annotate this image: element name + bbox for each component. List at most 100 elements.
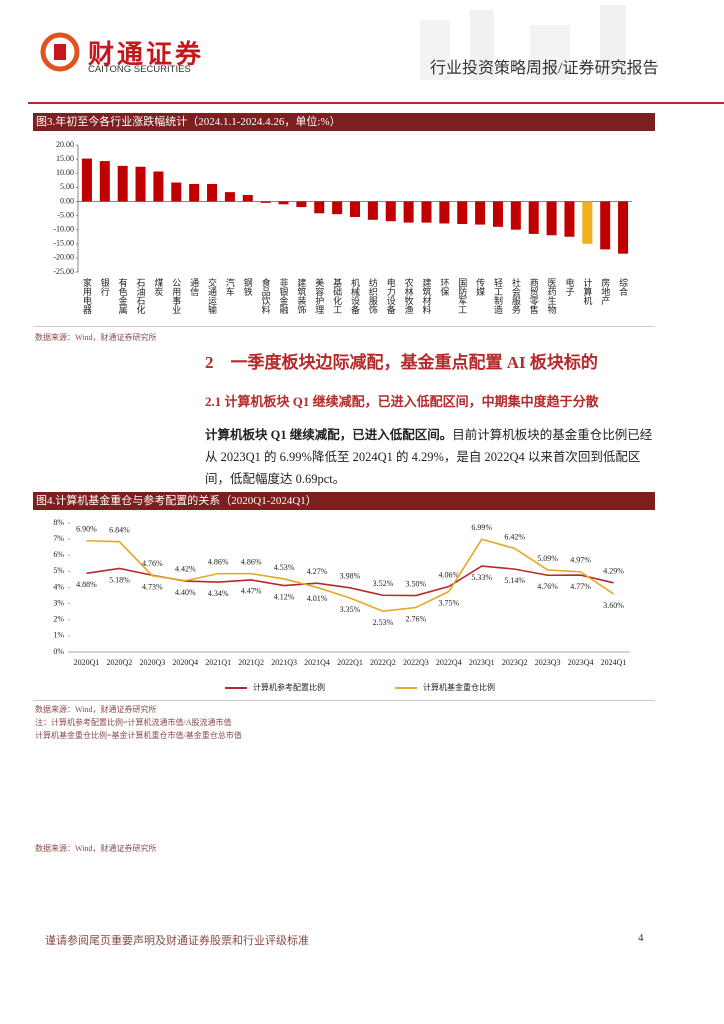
x-tick-label: 建筑装饰: [296, 277, 306, 315]
x-tick-label: 计算机: [582, 277, 592, 306]
x-tick-label: 美容护理: [314, 277, 324, 314]
bar-chart: 20.00 15.00 10.00 5.00 0.00 -5.00 -10.00 -15.00…: [53, 140, 632, 315]
x-tick-label: 2024Q1: [601, 658, 627, 667]
data-label: 3.50%: [406, 579, 427, 588]
x-tick-label: 煤炭: [153, 277, 163, 297]
data-label: 4.27%: [307, 567, 328, 576]
data-label: 4.53%: [274, 563, 295, 572]
x-tick-label: 2021Q1: [205, 658, 231, 667]
data-label: 4.77%: [570, 582, 591, 591]
bar: [314, 201, 325, 214]
x-tick-label: 交通运输: [207, 277, 217, 315]
x-tick-label: 公用事业: [171, 278, 181, 314]
data-label: 6.99%: [471, 523, 492, 532]
data-label: 4.73%: [142, 583, 163, 592]
x-tick-label: 国防军工: [457, 278, 467, 314]
y-tick-label: 1%: [53, 631, 64, 640]
y-tick-label: 20.00: [56, 140, 74, 149]
x-tick-label: 有色金属: [118, 277, 128, 315]
y-tick-label: 7%: [53, 534, 64, 543]
data-label: 2.76%: [406, 614, 427, 623]
source: 数据来源：Wind，财通证券研究所: [35, 705, 157, 714]
data-label: 2.53%: [373, 618, 394, 627]
x-tick-label: 2023Q4: [568, 658, 594, 667]
data-label: 4.88%: [76, 580, 97, 589]
data-label: 4.12%: [274, 592, 295, 601]
x-tick-label: 家用电器: [82, 277, 92, 314]
y-tick-label: 5%: [53, 566, 64, 575]
data-label: 4.76%: [537, 582, 558, 591]
data-label: 3.60%: [603, 601, 624, 610]
x-tick-label: 电力设备: [386, 277, 396, 314]
bar: [528, 201, 539, 234]
figure-caption: 图3.年初至今各行业涨跌幅统计（2024.1.1-2024.4.26，单位:%）: [33, 113, 655, 131]
bar: [135, 166, 146, 202]
x-tick-label: 医药生物: [547, 278, 557, 315]
bar: [99, 161, 110, 202]
data-label: 5.09%: [537, 554, 558, 563]
bar: [510, 201, 521, 230]
bar: [260, 201, 271, 203]
building: [420, 20, 450, 80]
bar: [153, 171, 164, 202]
x-tick-label: 2023Q2: [502, 658, 528, 667]
x-tick-label: 2021Q4: [304, 658, 330, 667]
y-tick-label: -20.00: [53, 253, 74, 262]
x-tick-label: 汽车: [225, 277, 235, 297]
x-tick-label: 2022Q1: [337, 658, 363, 667]
data-label: 3.98%: [340, 572, 361, 581]
y-tick-label: 15.00: [56, 154, 74, 163]
data-label: 3.35%: [340, 605, 361, 614]
x-tick-label: 2022Q2: [370, 658, 396, 667]
data-label: 4.42%: [175, 565, 196, 574]
bar: [349, 201, 361, 217]
report-type: 行业投资策略周报/证券研究报告: [430, 60, 659, 77]
y-tick-label: -5.00: [57, 210, 74, 219]
line-chart: 0% 1% 2% 3% 4% 5% 6% 7% 8% 2020Q1 2020Q2 2020Q3 2020…: [53, 518, 630, 692]
subheading: 2.1 计算机板块 Q1 继续减配，已进入低配区间，中期集中度趋于分散: [205, 394, 599, 409]
bar: [207, 183, 218, 202]
x-tick-label: 建筑材料: [421, 277, 431, 315]
logo-cn: 财通证券: [88, 40, 205, 69]
y-tick-label: 3%: [53, 598, 64, 607]
bar: [492, 201, 503, 227]
line: [86, 538, 614, 613]
x-tick-label: 2023Q1: [469, 658, 495, 667]
bar: [189, 183, 200, 202]
x-tick-label: 2022Q3: [403, 658, 429, 667]
x-tick-label: 纺织服饰: [368, 277, 378, 315]
disclaimer: 谨请参阅尾页重要声明及财通证券股票和行业评级标准: [45, 935, 309, 947]
figure-caption: 图4.计算机基金重仓与参考配置的关系（2020Q1-2024Q1）: [33, 492, 655, 510]
building: [470, 10, 494, 80]
y-tick-label: 2%: [53, 615, 64, 624]
y-tick-label: -15.00: [53, 239, 74, 248]
data-label: 4.29%: [603, 567, 624, 576]
x-tick-label: 社会服务: [511, 277, 521, 315]
page-number: 4: [638, 932, 644, 944]
x-tick-label: 通信: [189, 278, 199, 297]
bar: [546, 201, 557, 236]
x-tick-label: 2021Q3: [271, 658, 297, 667]
bar: [564, 201, 575, 237]
y-tick-label: 0%: [53, 647, 64, 656]
x-tick-label: 2020Q2: [107, 658, 133, 667]
data-label: 6.90%: [76, 525, 97, 534]
y-tick-label: 0.00: [60, 196, 74, 205]
note: 注：计算机参考配置比例=计算机流通市值/A股流通市值: [35, 718, 232, 727]
data-label: 4.86%: [208, 557, 229, 566]
y-tick-label: 4%: [53, 582, 64, 591]
x-tick-label: 环保: [439, 278, 449, 297]
bar: [600, 201, 611, 250]
source: 数据来源：Wind，财通证券研究所: [35, 333, 157, 342]
bar: [278, 201, 289, 205]
logo-en: CAITONG SECURITIES: [88, 64, 191, 75]
y-tick-label: 5.00: [60, 182, 74, 191]
x-tick-label: 传媒: [475, 277, 485, 297]
x-tick-label: 机械设备: [350, 277, 360, 314]
x-tick-label: 2020Q4: [172, 658, 198, 667]
bar: [81, 158, 92, 202]
bar: [171, 182, 182, 202]
data-label: 5.33%: [471, 573, 492, 582]
bar: [385, 201, 396, 222]
